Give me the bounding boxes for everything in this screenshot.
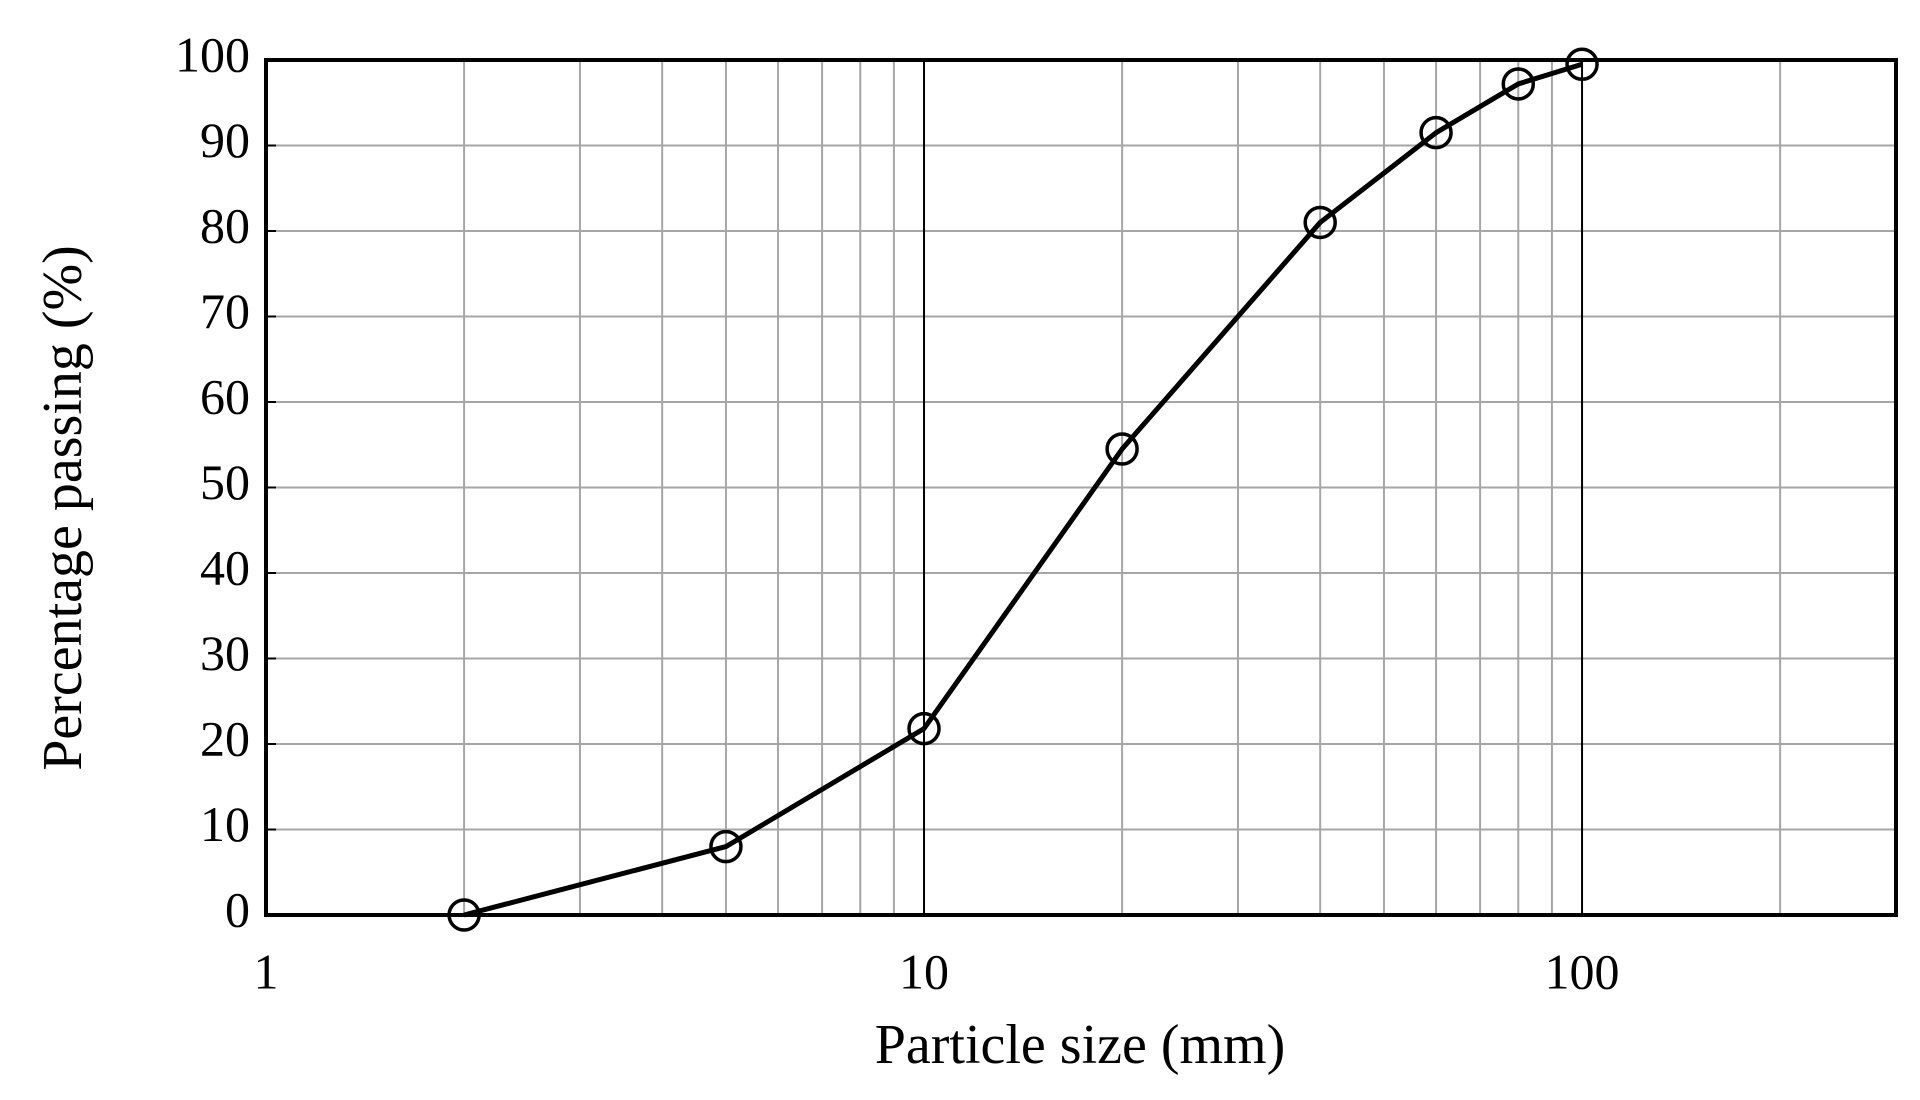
data-point <box>1303 205 1337 240</box>
y-tick-label: 40 <box>200 539 250 595</box>
data-point <box>1501 67 1536 101</box>
x-tick-label: 1 <box>254 943 279 999</box>
data-point <box>1419 115 1453 150</box>
data-point <box>1105 432 1139 466</box>
y-tick-label: 30 <box>200 625 250 681</box>
data-point <box>447 898 481 932</box>
y-tick-label: 100 <box>175 26 250 82</box>
y-tick-label: 0 <box>225 881 250 937</box>
series-line <box>463 61 1583 918</box>
y-tick-label: 20 <box>200 710 250 766</box>
y-axis-title: Percentage passing (%) <box>32 245 94 771</box>
y-tick-label: 60 <box>200 368 250 424</box>
data-point <box>1565 47 1599 82</box>
data-point <box>709 829 743 864</box>
y-tick-label: 10 <box>200 796 250 852</box>
y-tick-label: 70 <box>200 283 250 339</box>
data-point <box>907 711 941 746</box>
x-tick-label: 10 <box>899 943 949 999</box>
x-tick-label: 100 <box>1545 943 1620 999</box>
x-axis-title: Particle size (mm) <box>875 1014 1286 1076</box>
plot-frame <box>264 58 1898 917</box>
y-tick-label: 90 <box>200 112 250 168</box>
y-tick-label: 50 <box>200 454 250 510</box>
y-tick-label: 80 <box>200 197 250 253</box>
